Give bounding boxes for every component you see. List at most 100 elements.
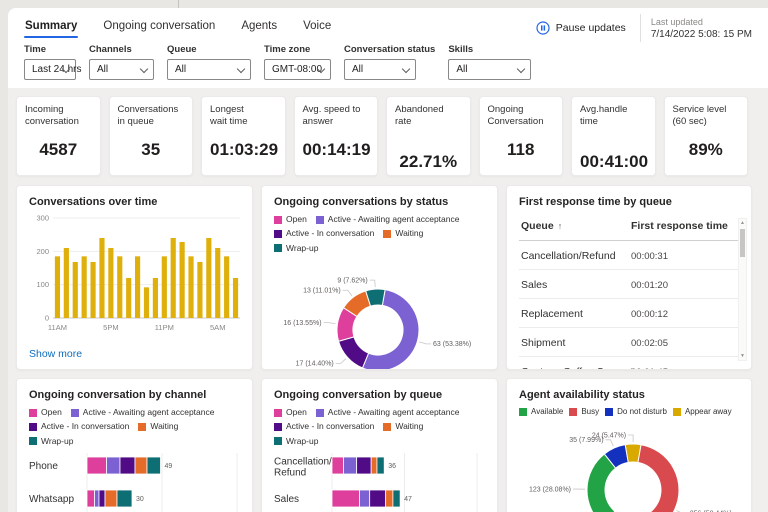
- filter-channels: ChannelsAll: [89, 44, 154, 80]
- svg-text:5AM: 5AM: [210, 323, 225, 332]
- legend-swatch: [316, 216, 324, 224]
- legend-item-active-awaiting-agent-acceptance[interactable]: Active - Awaiting agent acceptance: [71, 408, 215, 417]
- channels-select[interactable]: All: [89, 59, 154, 80]
- show-more-link[interactable]: Show more: [29, 348, 82, 360]
- first-response-table: Queue↑ First response time Cancellation/Re…: [519, 216, 739, 370]
- queue-name: Shipment: [521, 337, 565, 349]
- kpi-value: 00:14:19: [303, 140, 370, 160]
- legend-label: Active - In conversation: [286, 422, 374, 431]
- legend-item-open[interactable]: Open: [274, 408, 307, 417]
- legend-swatch: [519, 408, 527, 416]
- svg-text:30: 30: [136, 496, 144, 503]
- kpi-label: Service level (60 sec): [673, 104, 740, 129]
- agent-availability-donut-chart[interactable]: 256 (58.44%)123 (28.08%)35 (7.99%)24 (5.…: [519, 424, 739, 512]
- legend-swatch: [274, 230, 282, 238]
- queue-stacked-bar-chart[interactable]: Cancellation/Refund36Sales47Replacement3…: [274, 453, 485, 512]
- time-select[interactable]: Last 24 hrs: [24, 59, 76, 80]
- card-ongoing-conversation-by-queue: Ongoing conversation by queue Open Active…: [261, 378, 498, 512]
- table-row-shipment[interactable]: Shipment 00:02:05: [519, 328, 739, 357]
- chevron-down-icon: [517, 65, 525, 73]
- skills-select[interactable]: All: [448, 59, 531, 80]
- legend-item-active-in-conversation[interactable]: Active - In conversation: [274, 422, 374, 431]
- legend-swatch: [673, 408, 681, 416]
- legend-item-waiting[interactable]: Waiting: [383, 422, 423, 431]
- scrollbar-thumb[interactable]: [740, 229, 745, 257]
- svg-text:17 (14.40%): 17 (14.40%): [296, 361, 334, 368]
- column-header-queue[interactable]: Queue↑: [521, 220, 562, 232]
- legend-swatch: [274, 437, 282, 445]
- time-zone-select[interactable]: GMT-08:00: [264, 59, 331, 80]
- filter-value: Last 24 hrs: [32, 64, 81, 75]
- kpi-card-avg-speed-to-answer: Avg. speed to answer00:14:19: [294, 96, 379, 176]
- card-title: Ongoing conversation by queue: [274, 389, 485, 401]
- conversations-over-time-chart[interactable]: 010020030011AM5PM11PM5AM: [29, 210, 240, 334]
- queue-select[interactable]: All: [167, 59, 251, 80]
- legend-item-open[interactable]: Open: [274, 215, 307, 224]
- tab-ongoing-conversation[interactable]: Ongoing conversation: [102, 18, 216, 40]
- header: Summary Ongoing conversation Agents Voice P…: [8, 8, 768, 88]
- agent-legend: Available Busy Do not disturb Appear away: [519, 408, 739, 422]
- table-row-cancellation-refund[interactable]: Cancellation/Refund00:00:31: [519, 241, 739, 270]
- table-scrollbar[interactable]: ▲ ▼: [738, 218, 747, 361]
- tab-agents[interactable]: Agents: [240, 18, 278, 40]
- legend-label: Waiting: [395, 229, 423, 238]
- legend-label: Active - Awaiting agent acceptance: [83, 408, 215, 417]
- first-response-time-value: 00:00:31: [631, 251, 668, 262]
- content-panel: Summary Ongoing conversation Agents Voice P…: [8, 8, 768, 512]
- kpi-label: Abandoned rate: [395, 104, 462, 129]
- filter-value: All: [97, 64, 108, 75]
- legend-item-open[interactable]: Open: [29, 408, 62, 417]
- chevron-down-icon: [140, 65, 148, 73]
- legend-item-appear-away[interactable]: Appear away: [673, 408, 732, 417]
- legend-label: Open: [41, 408, 62, 417]
- legend-item-active-awaiting-agent-acceptance[interactable]: Active - Awaiting agent acceptance: [316, 215, 460, 224]
- conversation-status-select[interactable]: All: [344, 59, 416, 80]
- legend-item-active-awaiting-agent-acceptance[interactable]: Active - Awaiting agent acceptance: [316, 408, 460, 417]
- first-response-time-value: 00:02:05: [631, 338, 668, 349]
- svg-text:Phone: Phone: [29, 461, 58, 472]
- svg-text:47: 47: [404, 496, 412, 503]
- legend-item-wrap-up[interactable]: Wrap-up: [274, 437, 318, 446]
- scroll-down-icon[interactable]: ▼: [739, 353, 746, 359]
- legend-item-busy[interactable]: Busy: [569, 408, 599, 417]
- legend-label: Wrap-up: [41, 437, 73, 446]
- svg-text:36: 36: [388, 463, 396, 470]
- tab-summary[interactable]: Summary: [24, 18, 78, 40]
- table-row-replacement[interactable]: Replacement00:00:12: [519, 299, 739, 328]
- card-title: Conversations over time: [29, 196, 240, 208]
- svg-text:Refund: Refund: [274, 468, 306, 479]
- kpi-card-conversations-in-queue: Conversations in queue35: [109, 96, 194, 176]
- channel-legend: Open Active - Awaiting agent acceptance Ac…: [29, 408, 240, 451]
- kpi-value: 00:41:00: [580, 152, 647, 172]
- chevron-down-icon: [237, 65, 245, 73]
- channel-stacked-bar-chart[interactable]: Phone49Whatsapp30Live chat62: [29, 453, 240, 512]
- legend-item-wrap-up[interactable]: Wrap-up: [274, 244, 318, 253]
- legend-item-wrap-up[interactable]: Wrap-up: [29, 437, 73, 446]
- svg-text:300: 300: [36, 214, 49, 223]
- pause-updates-button[interactable]: Pause updates: [536, 21, 626, 35]
- status-donut-chart[interactable]: 63 (53.38%)17 (14.40%)16 (13.55%)13 (11.…: [274, 260, 485, 370]
- table-row-contoso-coffee-support[interactable]: Contoso Coffee Support00:01:45: [519, 357, 739, 370]
- table-row-sales[interactable]: Sales00:01:20: [519, 270, 739, 299]
- column-header-first-response-time[interactable]: First response time: [631, 220, 728, 232]
- legend-swatch: [29, 437, 37, 445]
- svg-text:0: 0: [45, 314, 49, 323]
- pause-updates-label: Pause updates: [556, 22, 626, 34]
- card-title: First response time by queue: [519, 196, 739, 208]
- kpi-value: 22.71%: [395, 152, 462, 172]
- legend-item-active-in-conversation[interactable]: Active - In conversation: [274, 229, 374, 238]
- legend-item-active-in-conversation[interactable]: Active - In conversation: [29, 422, 129, 431]
- kpi-value: 01:03:29: [210, 140, 277, 160]
- legend-label: Waiting: [150, 422, 178, 431]
- legend-label: Busy: [581, 408, 599, 417]
- legend-item-waiting[interactable]: Waiting: [138, 422, 178, 431]
- filter-value: All: [456, 64, 467, 75]
- legend-item-waiting[interactable]: Waiting: [383, 229, 423, 238]
- tab-voice[interactable]: Voice: [302, 18, 332, 40]
- legend-item-do-not-disturb[interactable]: Do not disturb: [605, 408, 667, 417]
- legend-item-available[interactable]: Available: [519, 408, 563, 417]
- top-edge-tick: [178, 0, 179, 8]
- filter-value: All: [352, 64, 363, 75]
- svg-text:9 (7.62%): 9 (7.62%): [337, 277, 367, 284]
- scroll-up-icon[interactable]: ▲: [739, 220, 746, 226]
